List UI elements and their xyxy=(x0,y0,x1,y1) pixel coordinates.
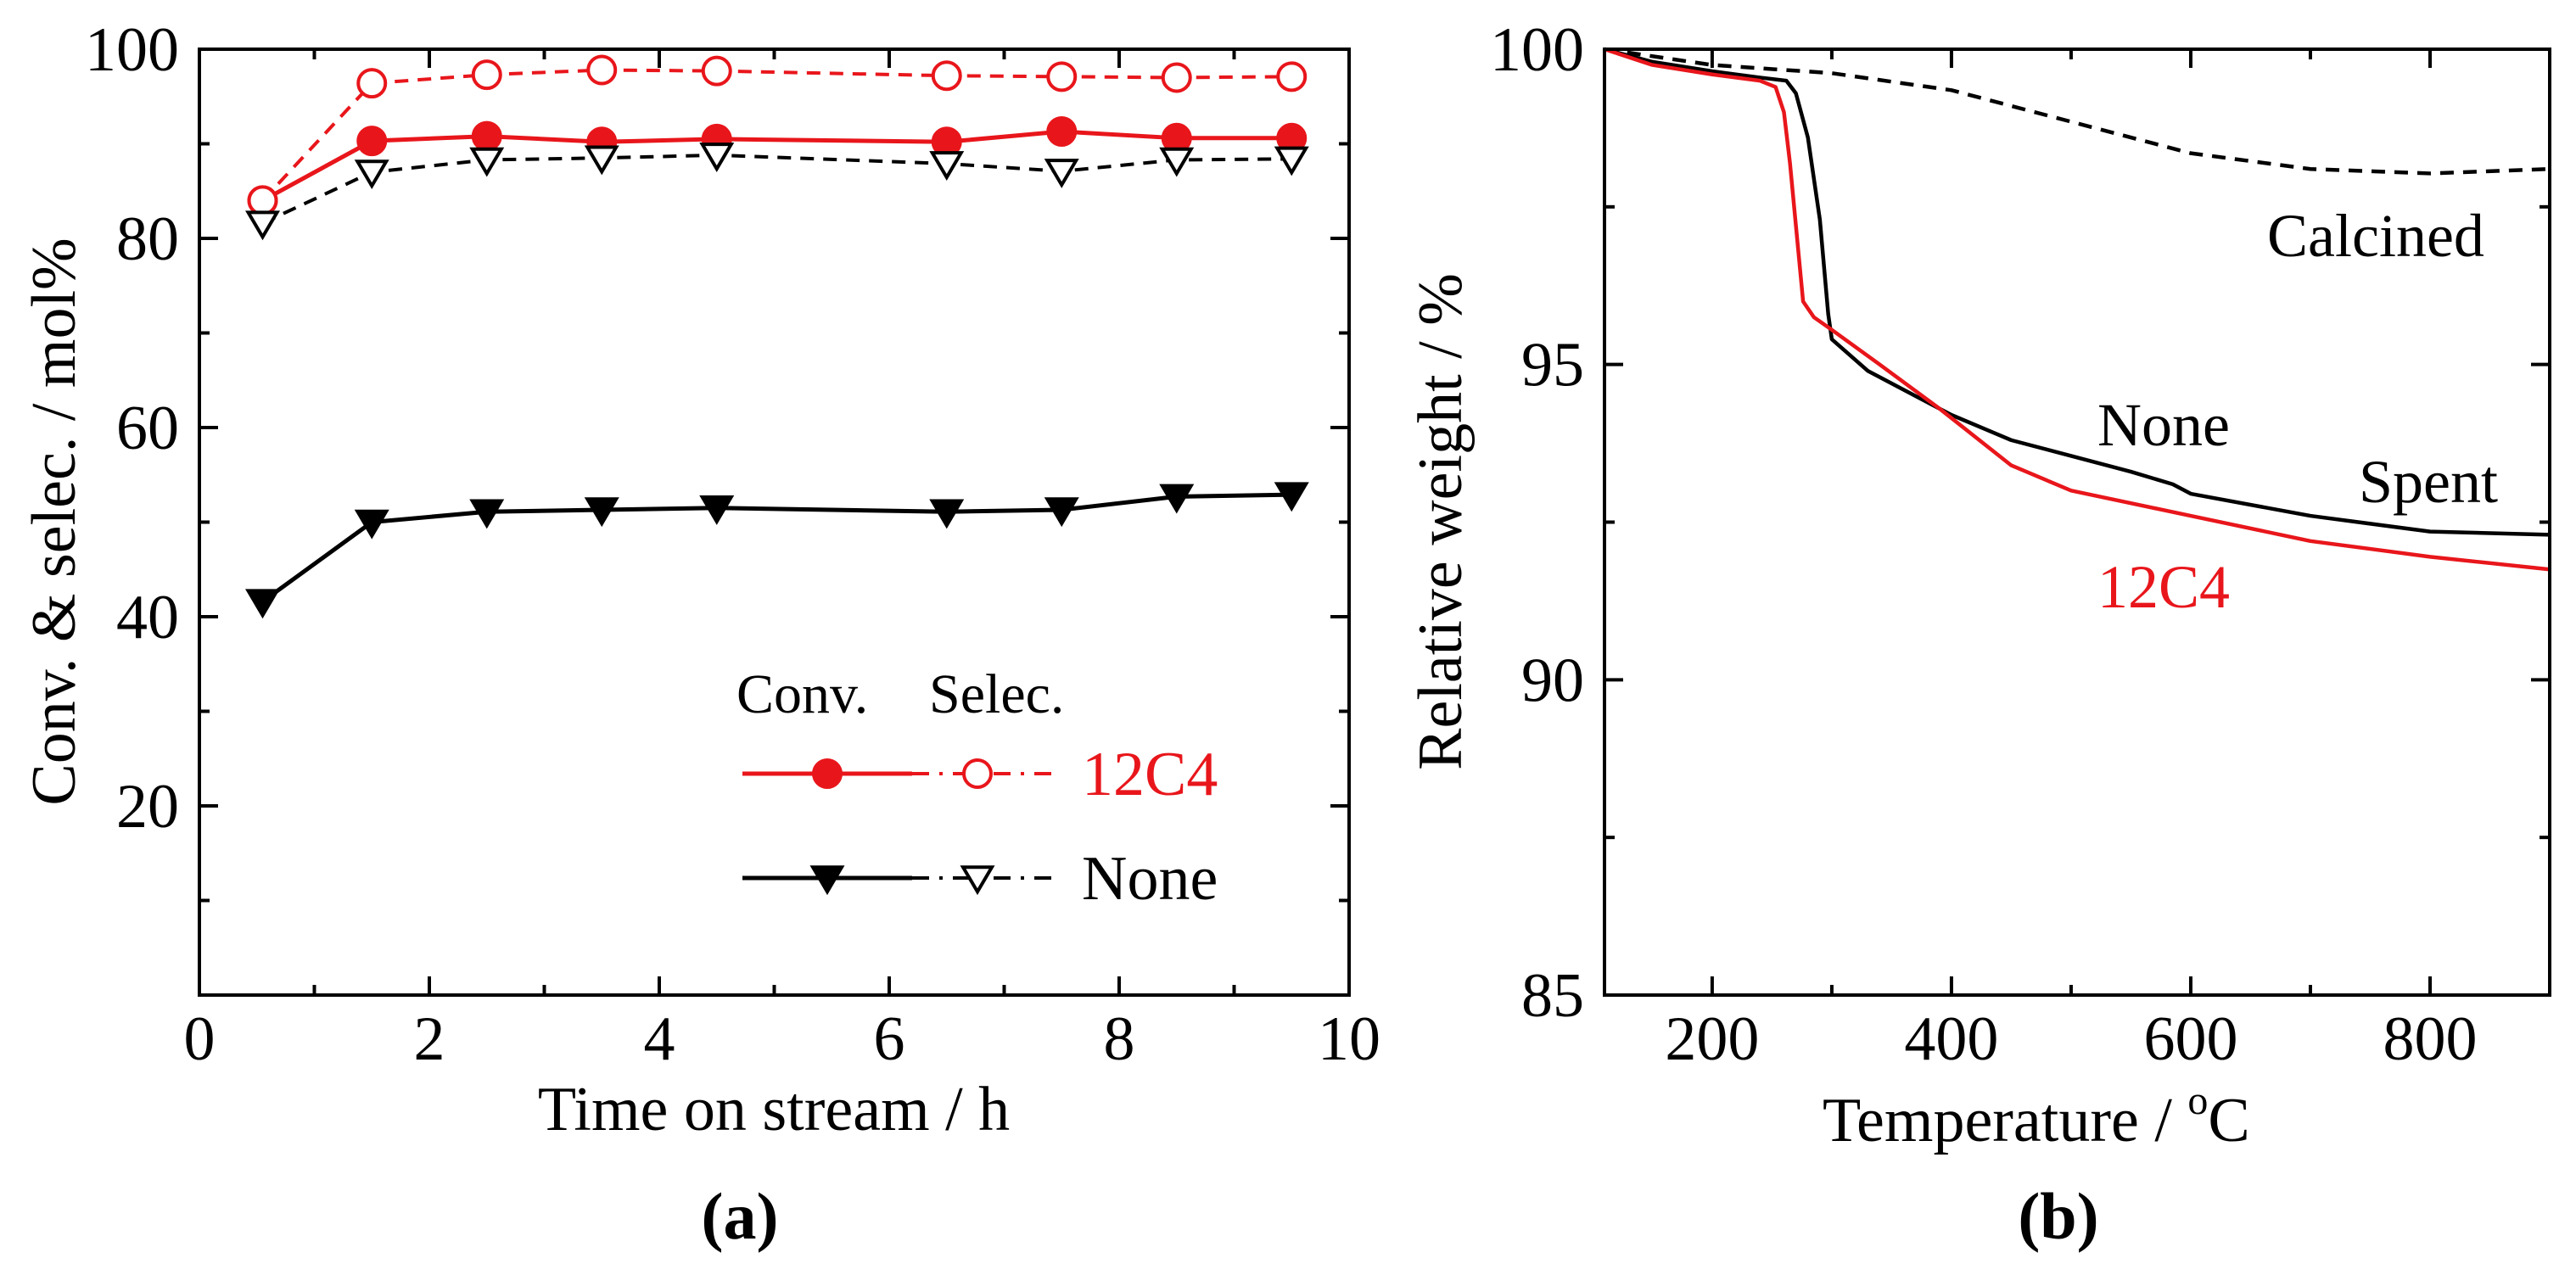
point-none-selec xyxy=(1159,147,1195,177)
point-none-conv xyxy=(245,589,281,619)
annotation-calcined: Calcined xyxy=(2267,202,2484,270)
panel-b-frame xyxy=(1603,48,2551,997)
point-12c4-conv xyxy=(356,126,388,157)
curve-calcined xyxy=(1604,47,2551,176)
point-none-conv xyxy=(699,495,735,525)
point-none-selec xyxy=(354,159,389,190)
point-none-conv xyxy=(354,509,389,540)
panel-a-marks xyxy=(245,54,1309,619)
point-none-selec xyxy=(245,210,281,241)
panel-a-frame xyxy=(198,48,1351,997)
legend-marker-none-selec xyxy=(960,865,995,896)
annotation-none: None xyxy=(2097,391,2230,459)
y-tick-label: 40 xyxy=(116,583,179,652)
panel-b-label: (b) xyxy=(2018,1179,2098,1253)
x-tick-label: 10 xyxy=(1318,1004,1380,1074)
panel-a-ticks: 0 2 4 6 8 10 20 40 60 80 100 xyxy=(85,15,1380,1074)
legend-marker-none-conv xyxy=(809,865,845,896)
panel-a-y-axis-label: Conv. & selec. / mol% xyxy=(20,238,89,805)
panel-a-x-axis-label: Time on stream / h xyxy=(538,1075,1010,1144)
x-tick-label: 2 xyxy=(414,1004,445,1074)
y-tick-label: 85 xyxy=(1521,961,1584,1031)
legend-marker-12c4-selec xyxy=(962,758,993,789)
point-12c4-selec xyxy=(1046,61,1078,92)
point-none-selec xyxy=(1274,146,1309,176)
point-12c4-selec xyxy=(701,55,732,87)
x-tick-label: 8 xyxy=(1104,1004,1135,1074)
x-tick-label: 800 xyxy=(2383,1004,2477,1074)
y-tick-label: 60 xyxy=(116,394,179,463)
curve-12c4 xyxy=(1604,47,2551,572)
y-tick-label: 80 xyxy=(116,204,179,274)
y-tick-label: 100 xyxy=(1490,15,1584,85)
point-12c4-selec xyxy=(931,60,962,92)
panel-a-chart: 0 2 4 6 8 10 20 40 60 80 100 Conv. & selec. / mol%… xyxy=(20,15,1380,1253)
x-label-main: Temperature / xyxy=(1823,1086,2187,1155)
point-12c4-selec xyxy=(247,185,278,216)
y-tick-label: 95 xyxy=(1521,331,1584,400)
panel-b-ticks: 200 400 600 800 85 90 95 100 xyxy=(1490,15,2551,1074)
point-12c4-conv xyxy=(471,120,502,152)
point-none-conv xyxy=(1159,484,1195,514)
y-tick-label: 90 xyxy=(1521,646,1584,715)
series-line-none-selec xyxy=(261,153,1292,225)
curve-none xyxy=(1604,47,2551,537)
x-tick-label: 200 xyxy=(1665,1004,1759,1074)
point-none-conv xyxy=(1274,482,1309,512)
point-none-selec xyxy=(699,143,735,172)
legend-header-conv: Conv. xyxy=(736,663,868,725)
point-none-conv xyxy=(929,499,965,529)
panel-b-marks xyxy=(1604,47,2551,572)
y-tick-label: 100 xyxy=(85,15,179,85)
point-12c4-selec xyxy=(586,54,618,86)
legend-swatches xyxy=(742,758,1061,896)
point-none-selec xyxy=(929,151,965,182)
legend-label-12c4: 12C4 xyxy=(1082,740,1218,809)
panel-a-label: (a) xyxy=(702,1179,779,1253)
panel-b-y-axis-label: Relative weight / % xyxy=(1406,273,1476,770)
point-none-selec xyxy=(469,147,505,177)
x-tick-label: 6 xyxy=(874,1004,905,1074)
point-12c4-selec xyxy=(1161,62,1192,93)
series-line-none-conv xyxy=(261,492,1292,604)
x-tick-label: 600 xyxy=(2143,1004,2237,1074)
point-none-conv xyxy=(1044,497,1079,528)
legend-marker-12c4-conv xyxy=(812,758,843,789)
x-label-degree: o xyxy=(2187,1078,2208,1123)
x-tick-label: 4 xyxy=(644,1004,675,1074)
point-12c4-selec xyxy=(356,68,388,99)
annotation-12c4: 12C4 xyxy=(2097,553,2230,621)
panel-b-chart: 200 400 600 800 85 90 95 100 Relative weight / … xyxy=(1406,15,2551,1253)
x-tick-label: 0 xyxy=(184,1004,216,1074)
x-tick-label: 400 xyxy=(1904,1004,1998,1074)
x-label-unit: C xyxy=(2208,1086,2249,1155)
y-tick-label: 20 xyxy=(116,772,179,842)
legend-header-selec: Selec. xyxy=(929,663,1064,725)
panel-a-legend: Conv. Selec. 12C4 None xyxy=(736,663,1218,914)
legend-label-none: None xyxy=(1082,844,1218,914)
panel-b-x-axis-label: Temperature / oC xyxy=(1823,1078,2250,1155)
annotation-spent: Spent xyxy=(2359,448,2498,516)
point-none-selec xyxy=(584,145,619,176)
point-none-conv xyxy=(469,499,505,529)
point-12c4-selec xyxy=(471,59,502,91)
point-12c4-conv xyxy=(1046,116,1078,148)
point-12c4-selec xyxy=(1276,61,1308,92)
point-none-conv xyxy=(584,497,619,528)
point-none-selec xyxy=(1044,159,1079,188)
